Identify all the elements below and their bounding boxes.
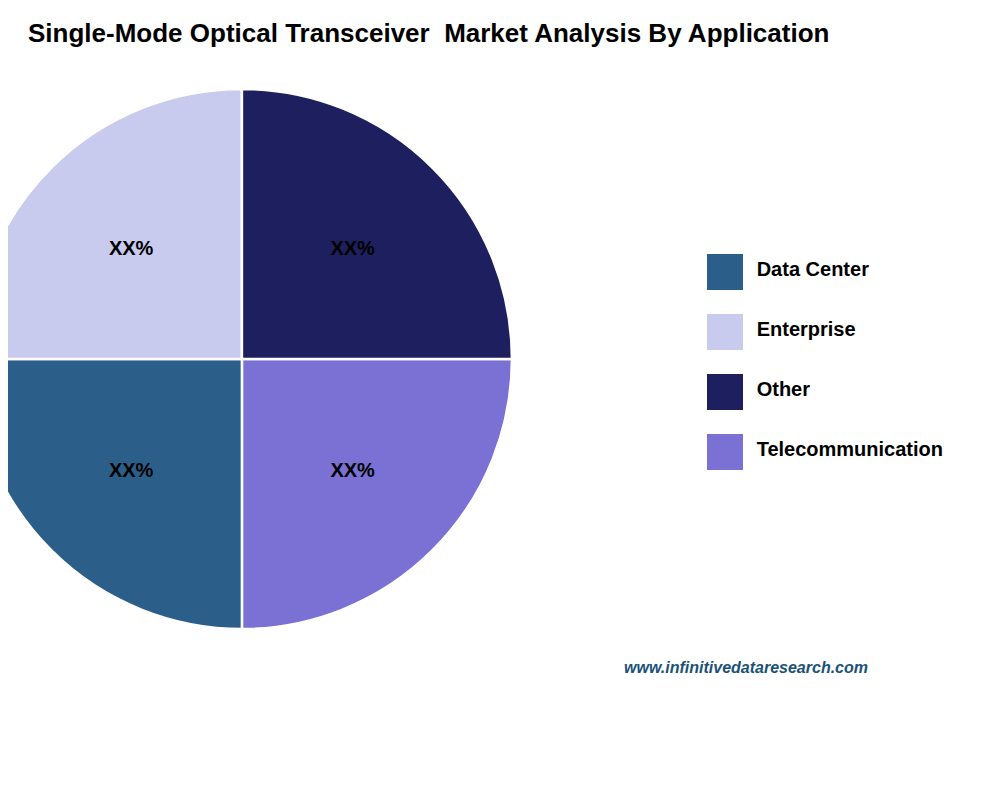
html-text:Data Center: Data Center [756,258,869,280]
html-text:Single-Mode Optical Transceive: Single-Mode Optical Transceiver Market A… [28,18,830,48]
html-text:www.infinitivedataresearch.com: www.infinitivedataresearch.com [624,659,868,676]
svg-text:XX%: XX% [330,459,375,481]
svg-text:XX%: XX% [330,237,375,259]
svg-text:XX%: XX% [109,459,154,481]
html-text:Enterprise: Enterprise [756,318,856,340]
html-text:Other: Other [756,378,810,400]
svg-text:XX%: XX% [109,237,154,259]
html-text:Telecommunication: Telecommunication [756,438,943,460]
